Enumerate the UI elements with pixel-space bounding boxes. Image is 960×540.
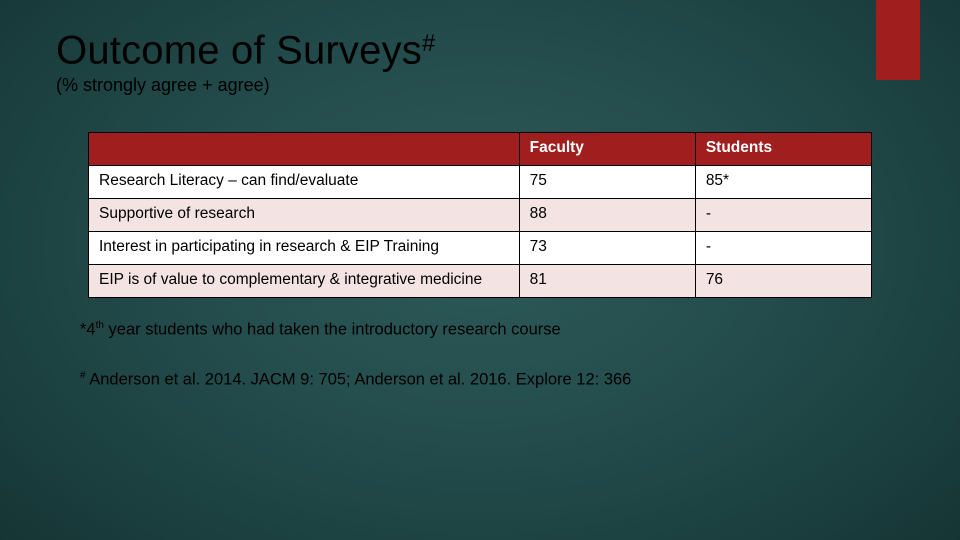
subtitle: (% strongly agree + agree) xyxy=(56,75,904,96)
table-header-row: Faculty Students xyxy=(89,133,872,166)
col-header-faculty: Faculty xyxy=(519,133,695,166)
cell-faculty: 75 xyxy=(519,166,695,199)
accent-bar xyxy=(876,0,920,80)
cell-students: 85* xyxy=(695,166,871,199)
row-label: Interest in participating in research & … xyxy=(89,232,520,265)
cell-students: - xyxy=(695,199,871,232)
footnote-hash: # Anderson et al. 2014. JACM 9: 705; And… xyxy=(56,370,904,390)
cell-students: 76 xyxy=(695,265,871,298)
col-header-blank xyxy=(89,133,520,166)
footnote-star-rest: year students who had taken the introduc… xyxy=(104,321,561,339)
row-label: EIP is of value to complementary & integ… xyxy=(89,265,520,298)
table-row: EIP is of value to complementary & integ… xyxy=(89,265,872,298)
footnote-hash-rest: Anderson et al. 2014. JACM 9: 705; Ander… xyxy=(86,370,632,388)
title-superscript: # xyxy=(422,30,436,57)
title-block: Outcome of Surveys# (% strongly agree + … xyxy=(56,28,904,96)
survey-table: Faculty Students Research Literacy – can… xyxy=(88,132,872,298)
cell-faculty: 73 xyxy=(519,232,695,265)
table-row: Supportive of research 88 - xyxy=(89,199,872,232)
title-text: Outcome of Surveys xyxy=(56,28,422,72)
table-row: Interest in participating in research & … xyxy=(89,232,872,265)
row-label: Research Literacy – can find/evaluate xyxy=(89,166,520,199)
footnote-star-ordinal: th xyxy=(96,320,104,331)
page-title: Outcome of Surveys# xyxy=(56,28,904,73)
footnote-star: *4th year students who had taken the int… xyxy=(56,320,904,340)
table-container: Faculty Students Research Literacy – can… xyxy=(56,132,904,298)
cell-faculty: 88 xyxy=(519,199,695,232)
row-label: Supportive of research xyxy=(89,199,520,232)
slide-content: Outcome of Surveys# (% strongly agree + … xyxy=(0,0,960,389)
cell-faculty: 81 xyxy=(519,265,695,298)
col-header-students: Students xyxy=(695,133,871,166)
cell-students: - xyxy=(695,232,871,265)
footnote-star-prefix: *4 xyxy=(80,321,96,339)
table-row: Research Literacy – can find/evaluate 75… xyxy=(89,166,872,199)
